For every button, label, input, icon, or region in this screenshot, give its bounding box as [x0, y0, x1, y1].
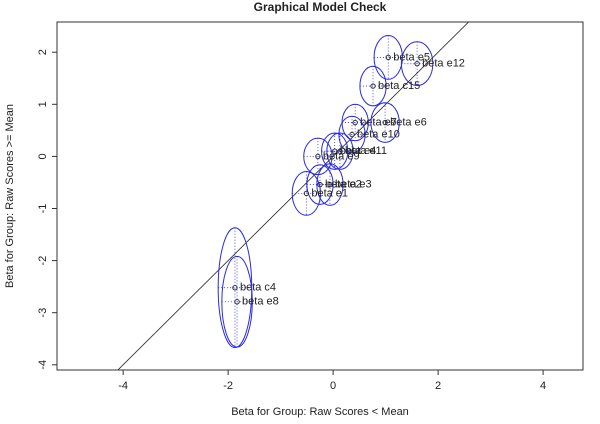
point-label: beta e12	[422, 58, 465, 70]
y-tick-label: -2	[37, 256, 49, 266]
point-label: beta e1	[311, 187, 348, 199]
identity-line	[117, 22, 470, 370]
y-axis-label: Beta for Group: Raw Scores >= Mean	[4, 104, 16, 288]
point-label: beta e7	[360, 116, 397, 128]
y-tick-label: 0	[37, 153, 49, 159]
point	[370, 83, 376, 89]
x-tick-label: -4	[118, 380, 128, 392]
plot-frame	[56, 21, 584, 371]
point	[385, 54, 391, 61]
point-label: beta c15	[378, 80, 420, 92]
point-label: beta e11	[345, 145, 387, 157]
point	[315, 153, 321, 160]
y-tick-label: 1	[37, 101, 49, 107]
x-tick-label: -2	[223, 380, 233, 392]
point	[234, 299, 240, 305]
x-tick-label: 2	[435, 380, 441, 392]
y-tick-label: 2	[37, 49, 49, 55]
point-label: beta e4	[340, 145, 377, 157]
chart-title: Graphical Model Check	[254, 0, 387, 14]
point-label: beta c4	[240, 282, 276, 294]
y-tick-label: -1	[37, 204, 49, 214]
x-tick-label: 0	[330, 380, 336, 392]
x-axis-label: Beta for Group: Raw Scores < Mean	[231, 406, 409, 418]
point-label: beta e10	[357, 128, 400, 140]
point	[331, 148, 338, 154]
y-tick-label: -3	[37, 308, 49, 318]
point	[303, 190, 310, 197]
point-label: beta e3	[335, 178, 372, 190]
point	[414, 60, 420, 67]
point	[352, 119, 358, 126]
point-label: beta e6	[390, 116, 427, 128]
x-tick-label: 4	[540, 380, 546, 392]
point	[349, 131, 355, 138]
point	[337, 148, 343, 154]
point-label: beta e2	[325, 178, 362, 190]
point-label: beta e9	[323, 150, 360, 162]
point	[327, 181, 333, 188]
point	[382, 119, 388, 126]
y-tick-label: -4	[37, 360, 49, 370]
point	[232, 284, 238, 291]
point-label: beta e8	[242, 296, 279, 308]
